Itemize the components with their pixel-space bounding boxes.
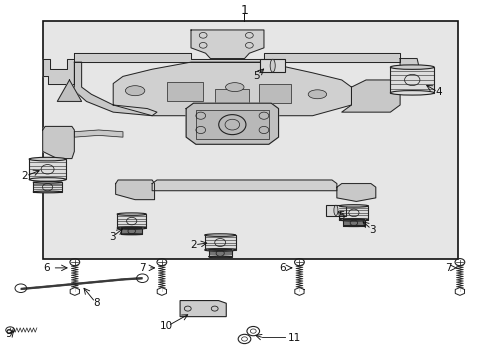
Ellipse shape xyxy=(121,228,142,229)
Ellipse shape xyxy=(389,91,433,95)
Text: 5: 5 xyxy=(338,211,345,221)
Polygon shape xyxy=(152,180,336,191)
Circle shape xyxy=(224,93,240,105)
Polygon shape xyxy=(113,62,351,116)
Ellipse shape xyxy=(225,83,244,91)
Bar xyxy=(208,250,231,257)
Text: 7: 7 xyxy=(139,263,145,273)
Polygon shape xyxy=(74,130,122,137)
Polygon shape xyxy=(336,184,375,202)
Ellipse shape xyxy=(33,191,62,193)
Polygon shape xyxy=(399,59,426,84)
Text: 10: 10 xyxy=(160,321,173,332)
Bar xyxy=(339,206,368,220)
Bar xyxy=(215,89,249,109)
Ellipse shape xyxy=(208,256,231,257)
Bar xyxy=(121,228,142,234)
Polygon shape xyxy=(186,103,278,144)
Bar xyxy=(166,82,203,102)
Polygon shape xyxy=(74,62,157,116)
Ellipse shape xyxy=(343,219,364,220)
Ellipse shape xyxy=(270,59,275,72)
Ellipse shape xyxy=(204,249,235,251)
Bar xyxy=(325,205,346,216)
Polygon shape xyxy=(42,126,74,158)
Bar xyxy=(343,220,364,226)
Polygon shape xyxy=(42,59,74,84)
Circle shape xyxy=(177,86,193,98)
Ellipse shape xyxy=(204,234,235,237)
Ellipse shape xyxy=(339,205,368,207)
Text: 8: 8 xyxy=(93,298,100,308)
Bar xyxy=(117,214,146,228)
Bar xyxy=(42,21,458,258)
Text: 4: 4 xyxy=(435,87,442,98)
Polygon shape xyxy=(191,30,264,59)
Text: 7: 7 xyxy=(445,263,451,273)
Text: 5: 5 xyxy=(253,71,260,81)
Bar xyxy=(259,84,290,103)
Ellipse shape xyxy=(339,219,368,221)
Polygon shape xyxy=(341,80,399,112)
Bar xyxy=(196,111,268,139)
Bar xyxy=(260,59,285,72)
Text: 6: 6 xyxy=(43,263,50,273)
Text: 9: 9 xyxy=(5,329,12,339)
Ellipse shape xyxy=(33,181,62,183)
Text: 1: 1 xyxy=(240,4,248,17)
Ellipse shape xyxy=(121,234,142,235)
Bar xyxy=(33,182,62,192)
Circle shape xyxy=(266,87,283,99)
Polygon shape xyxy=(74,53,399,62)
Text: 6: 6 xyxy=(279,263,285,273)
Text: 2: 2 xyxy=(21,171,28,181)
Text: 3: 3 xyxy=(368,225,375,235)
Polygon shape xyxy=(57,80,81,102)
Polygon shape xyxy=(180,301,226,317)
Ellipse shape xyxy=(117,213,146,215)
Bar xyxy=(389,67,433,93)
Ellipse shape xyxy=(125,86,144,96)
Ellipse shape xyxy=(29,178,66,181)
Ellipse shape xyxy=(208,249,231,251)
Text: 2: 2 xyxy=(190,240,196,250)
Ellipse shape xyxy=(389,65,433,69)
Ellipse shape xyxy=(117,227,146,229)
Ellipse shape xyxy=(29,157,66,161)
Text: 3: 3 xyxy=(109,232,115,242)
Text: 11: 11 xyxy=(287,333,301,343)
Ellipse shape xyxy=(333,205,337,216)
Bar xyxy=(204,235,235,250)
Ellipse shape xyxy=(343,225,364,226)
Ellipse shape xyxy=(307,90,326,99)
Polygon shape xyxy=(116,180,154,200)
Bar xyxy=(29,159,66,180)
